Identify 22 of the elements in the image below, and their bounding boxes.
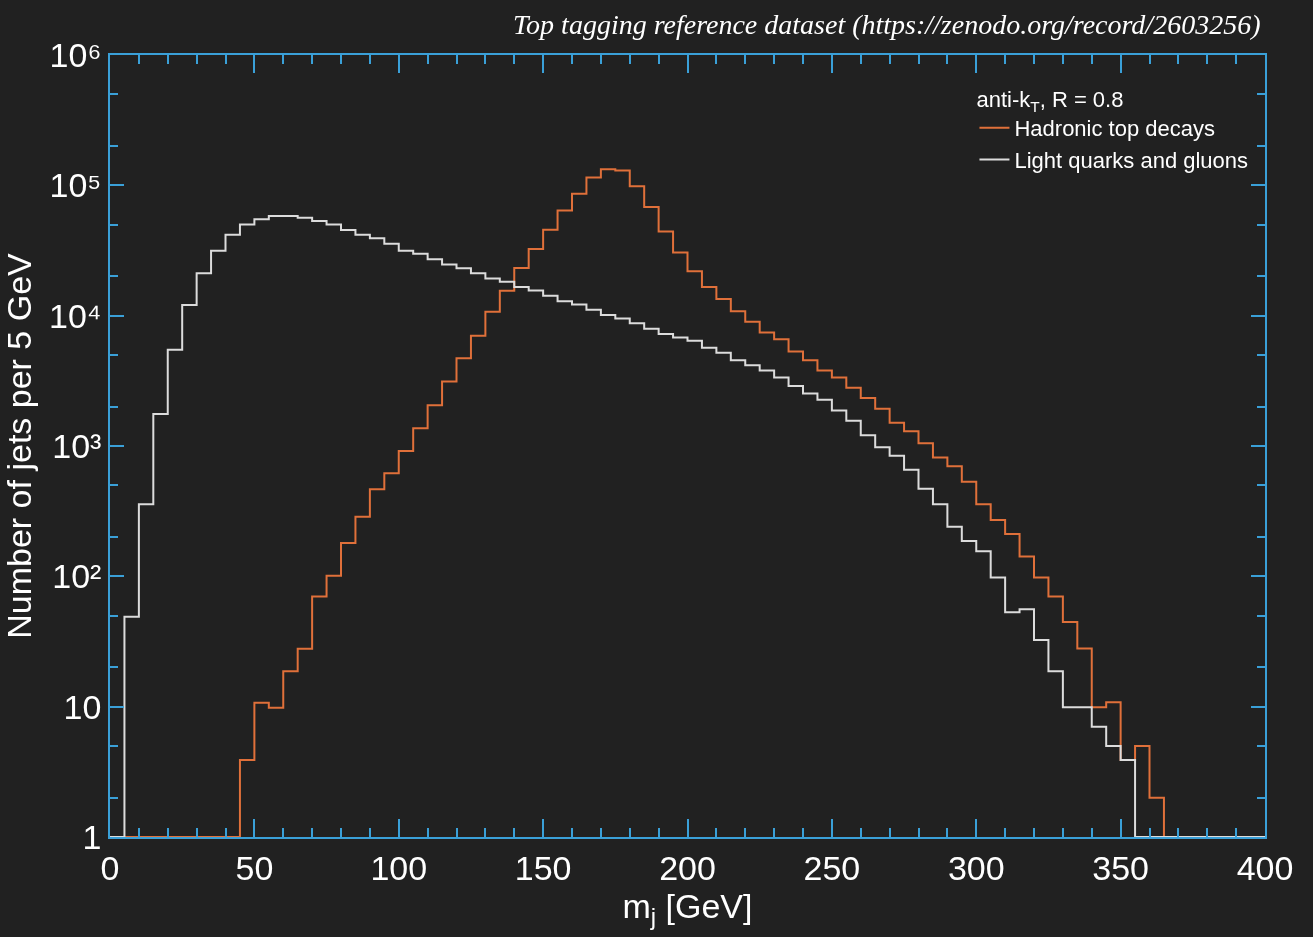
legend-label: Light quarks and gluons: [1014, 148, 1249, 174]
x-axis-title: m$_{j}$ [GeV]: [622, 886, 753, 930]
y-tick-label: 1: [82, 817, 102, 856]
y-tick-label: 10⁴: [49, 296, 102, 335]
legend-title: anti-k$_{T}$, R = 0.8: [976, 87, 1124, 115]
x-tick-label: 100: [370, 848, 428, 887]
y-tick-label: 10⁶: [49, 35, 102, 74]
x-tick-label: 150: [514, 848, 572, 887]
y-tick-label: 10⁵: [49, 166, 102, 205]
x-tick-label: 200: [659, 848, 716, 887]
x-tick-label: 300: [947, 848, 1005, 887]
y-tick-label: 10³: [52, 426, 102, 465]
x-tick-label: 0: [100, 848, 120, 887]
y-tick-label: 10²: [52, 557, 102, 596]
x-tick-label: 50: [235, 848, 274, 887]
chart-title: Top tagging reference dataset (https://zenodo.org/record/2603256): [513, 8, 1261, 40]
x-tick-label: 400: [1236, 848, 1294, 887]
y-axis-title: Number of jets per 5 GeV: [0, 252, 38, 639]
x-tick-label: 350: [1092, 848, 1149, 887]
legend-label: Hadronic top decays: [1014, 116, 1216, 142]
x-tick-label: 250: [803, 848, 861, 887]
y-tick-label: 10: [63, 687, 102, 726]
